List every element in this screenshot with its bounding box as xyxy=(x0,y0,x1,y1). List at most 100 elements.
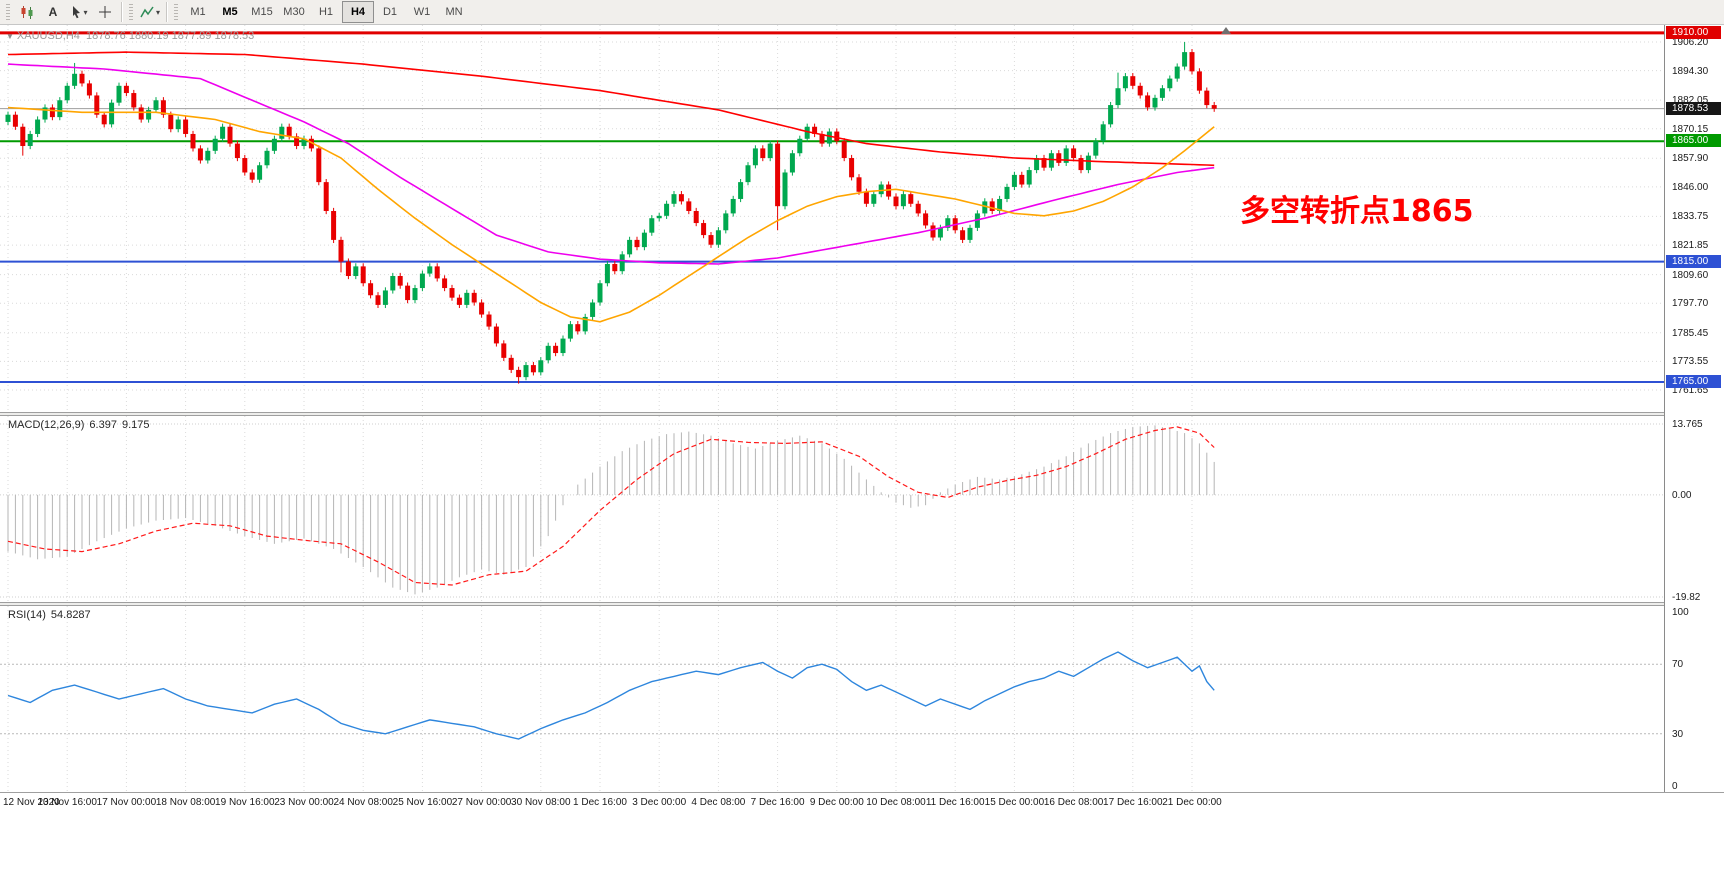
toolbar-separator xyxy=(121,2,122,22)
annotation-text[interactable]: 多空转折点1865 xyxy=(1240,194,1474,229)
candles-glyph xyxy=(21,6,33,19)
price-axis-tick: 1870.15 xyxy=(1672,123,1709,135)
price-axis-tick: 1882.05 xyxy=(1672,95,1708,106)
cursor-icon xyxy=(73,6,81,19)
time-axis-label: 3 Dec 00:00 xyxy=(632,797,687,808)
chevron-down-icon: ▾ xyxy=(155,7,160,17)
rsi-panel-svg[interactable] xyxy=(0,606,1664,792)
time-axis-label: 23 Nov 00:00 xyxy=(274,797,334,808)
timeframe-button-m1[interactable]: M1 xyxy=(190,6,206,18)
price-axis-tick: 1833.75 xyxy=(1672,211,1709,223)
current-price-label: 1878.53 xyxy=(1666,101,1721,115)
toolbar-grip[interactable] xyxy=(129,4,133,20)
macd-axis-tick: 13.765 xyxy=(1672,419,1703,430)
level-price-label: 1865.00 xyxy=(1666,134,1721,148)
time-axis-label: 24 Nov 08:00 xyxy=(333,797,393,808)
text-tool-label: A xyxy=(48,5,58,19)
rsi-axis-tick: 30 xyxy=(1672,728,1684,740)
chevron-down-icon: ▾ xyxy=(83,7,88,17)
indicator-zigzag-icon xyxy=(140,6,154,18)
time-axis-label: 10 Dec 08:00 xyxy=(866,797,926,808)
rsi-axis-tick: 70 xyxy=(1672,659,1684,671)
price-axis-tick: 1857.90 xyxy=(1672,153,1709,165)
time-axis-label: 11 Dec 16:00 xyxy=(925,797,985,808)
price-axis-tick: 1761.65 xyxy=(1672,385,1709,396)
toolbar-grip[interactable] xyxy=(6,4,10,20)
price-axis-tick: 1785.45 xyxy=(1672,327,1709,339)
toolbar: A ▾ ▾ M1 M5 M15 M30 H1 H4 D1 W1 MN xyxy=(0,0,1724,25)
time-axis-label: 17 Dec 16:00 xyxy=(1103,797,1163,808)
symbol-ohlc-values: 1878.76 1880.19 1877.89 1878.53 xyxy=(86,30,255,42)
time-axis-label: 16 Dec 08:00 xyxy=(1043,797,1104,808)
timeframe-button-m15[interactable]: M15 xyxy=(251,6,273,18)
indicators-tool-button[interactable]: ▾ xyxy=(137,1,163,23)
time-axis[interactable]: 12 Nov 2020 13 Nov 16:00 17 Nov 00:00 18 No… xyxy=(0,792,1724,817)
price-axis-tick: 1821.85 xyxy=(1672,240,1709,252)
price-axis[interactable]: 1906.20 1894.30 1882.05 1870.15 1857.90 1846.… xyxy=(1664,25,1724,793)
crosshair-tool-button[interactable] xyxy=(92,1,118,23)
timeframe-toolbar: M1 M5 M15 M30 H1 H4 D1 W1 MN xyxy=(182,1,470,23)
rsi-line xyxy=(7,651,1215,740)
time-axis-label: 21 Dec 00:00 xyxy=(1162,797,1222,808)
time-axis-label: 18 Nov 08:00 xyxy=(155,797,216,808)
macd-histogram xyxy=(7,425,1215,595)
time-axis-label: 15 Dec 00:00 xyxy=(984,797,1045,808)
macd-axis-tick: 0.00 xyxy=(1672,489,1692,501)
time-axis-label: 4 Dec 08:00 xyxy=(691,797,746,808)
rsi-grid xyxy=(0,606,1664,792)
macd-panel-svg[interactable] xyxy=(0,416,1664,602)
rsi-axis-tick: 0 xyxy=(1672,781,1678,792)
main-chart-svg[interactable] xyxy=(0,25,1664,412)
macd-main-value: 6.397 xyxy=(89,419,117,431)
panel-separator[interactable] xyxy=(0,412,1724,416)
ma-fast-line xyxy=(7,106,1215,323)
toolbar-separator xyxy=(166,2,167,22)
ma-mid-line xyxy=(7,63,1215,265)
price-axis-tick: 1809.60 xyxy=(1672,269,1709,281)
price-axis-tick: 1773.55 xyxy=(1672,356,1709,368)
toolbar-grip[interactable] xyxy=(174,4,178,20)
timeframe-button-m30[interactable]: M30 xyxy=(283,6,305,18)
price-axis-tick: 1846.00 xyxy=(1672,181,1709,193)
horizontal-level-lines xyxy=(0,31,1664,383)
ma-slow-line xyxy=(7,51,1215,167)
text-tool-button[interactable]: A xyxy=(40,1,66,23)
charts-icon[interactable] xyxy=(14,1,40,23)
price-axis-tick: 1906.20 xyxy=(1672,37,1709,48)
level-price-label: 1815.00 xyxy=(1666,254,1721,268)
chart-shift-marker xyxy=(1221,27,1231,34)
timeframe-button-mn[interactable]: MN xyxy=(445,6,463,18)
price-axis-tick: 1894.30 xyxy=(1672,65,1709,77)
time-axis-label: 25 Nov 16:00 xyxy=(392,797,453,808)
macd-signal-line xyxy=(7,426,1215,586)
symbol-info-line: ▼ XAUUSD,H4 1878.76 1880.19 1877.89 1878.… xyxy=(6,30,254,42)
time-axis-label: 27 Nov 00:00 xyxy=(451,797,512,808)
time-axis-label: 17 Nov 00:00 xyxy=(96,797,157,808)
expand-triangle-icon[interactable]: ▼ xyxy=(6,32,14,41)
rsi-axis-tick: 100 xyxy=(1672,607,1689,618)
time-axis-label: 30 Nov 08:00 xyxy=(511,797,571,808)
macd-name: MACD(12,26,9) xyxy=(8,419,85,431)
time-axis-label: 1 Dec 16:00 xyxy=(573,797,627,808)
rsi-value: 54.8287 xyxy=(50,609,91,621)
candles-group xyxy=(5,42,1217,384)
cursor-tool-button[interactable]: ▾ xyxy=(66,1,92,23)
timeframe-button-h4[interactable]: H4 xyxy=(342,1,374,23)
symbol-name: XAUUSD,H4 xyxy=(16,30,80,42)
level-price-label: 1910.00 xyxy=(1666,25,1721,39)
level-price-label: 1765.00 xyxy=(1666,374,1721,388)
time-axis-label: 13 Nov 16:00 xyxy=(37,797,97,808)
main-grid xyxy=(0,25,1664,412)
timeframe-button-d1[interactable]: D1 xyxy=(382,6,398,18)
panel-separator[interactable] xyxy=(0,602,1724,606)
crosshair-icon xyxy=(99,6,111,18)
timeframe-button-h1[interactable]: H1 xyxy=(318,6,334,18)
macd-grid xyxy=(0,416,1664,602)
timeframe-button-w1[interactable]: W1 xyxy=(413,6,431,18)
rsi-label: RSI(14) 54.8287 xyxy=(8,609,96,621)
timeframe-button-m5[interactable]: M5 xyxy=(222,6,238,18)
rsi-name: RSI(14) xyxy=(8,609,46,621)
time-axis-label: 12 Nov 2020 xyxy=(3,797,60,808)
macd-signal-value: 9.175 xyxy=(121,419,150,431)
